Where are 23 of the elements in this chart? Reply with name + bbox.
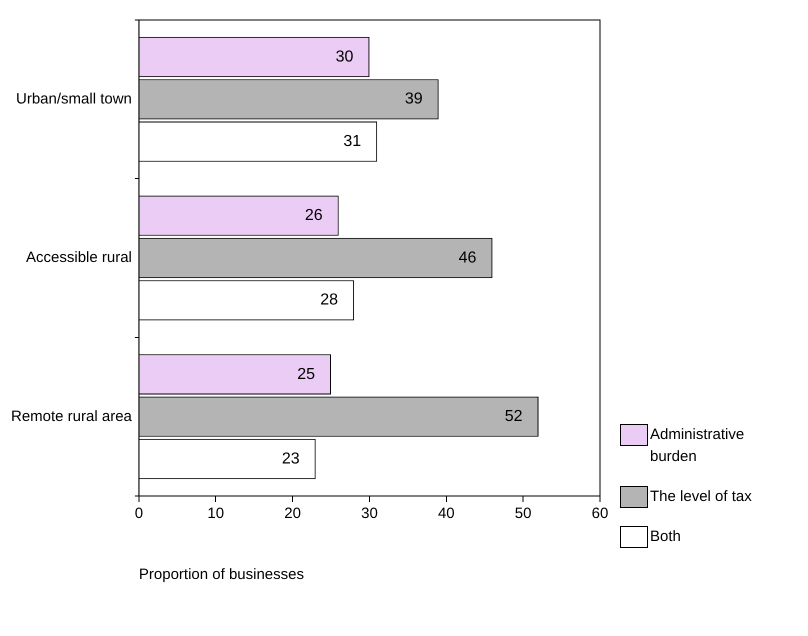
data-label: 28	[320, 292, 338, 309]
data-label: 39	[404, 90, 423, 108]
y-tick-label: Accessible rural	[26, 249, 132, 266]
x-tick-label: 10	[207, 505, 224, 522]
y-tick-label: Urban/small town	[16, 90, 132, 108]
data-label: 23	[282, 450, 300, 468]
x-tick-label: 60	[592, 505, 608, 522]
y-tick-label: Remote rural area	[10, 408, 133, 425]
data-label: 26	[304, 207, 323, 224]
x-tick-label: 40	[438, 505, 455, 522]
data-label: 25	[297, 366, 316, 383]
data-label: 46	[458, 249, 477, 266]
data-label: 52	[504, 408, 523, 426]
x-tick-label: 50	[514, 505, 532, 522]
text: Both	[650, 527, 682, 547]
x-axis-title: Proportion of businesses	[138, 566, 304, 584]
x-tick-label: 30	[361, 505, 378, 522]
legend-label: The level of tax	[650, 487, 753, 507]
legend-label: Administrative burden	[650, 425, 746, 467]
data-label: 31	[343, 133, 362, 150]
x-tick-label: 0	[134, 505, 144, 522]
data-label: 30	[336, 48, 354, 66]
x-tick-label: 20	[284, 505, 301, 522]
